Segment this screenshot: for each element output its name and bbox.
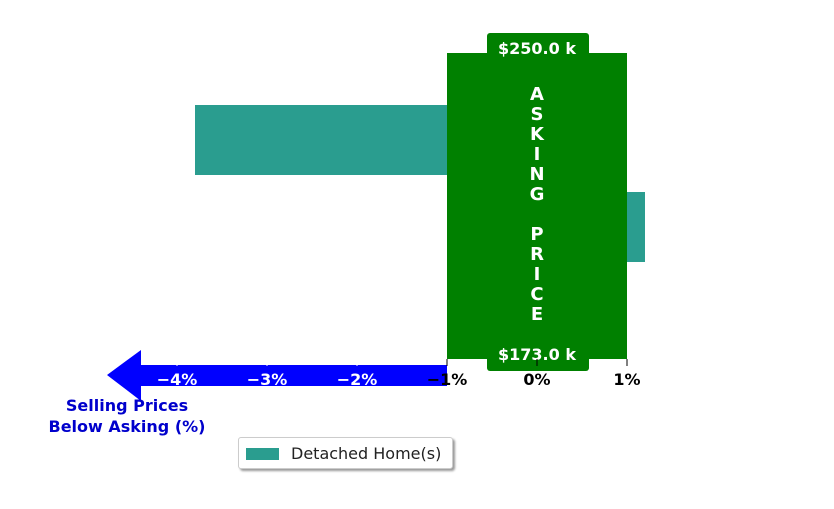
x-tick-label: 1% <box>613 370 640 389</box>
asking-band-rect <box>447 53 627 359</box>
asking-label-letter: I <box>534 144 541 165</box>
legend-swatch <box>246 448 279 460</box>
x-axis: −4% −3% −2% −1% 0% 1% <box>157 359 641 389</box>
asking-label-letter: N <box>529 164 544 185</box>
asking-label-letter: R <box>530 244 544 265</box>
asking-label-letter: E <box>531 304 543 325</box>
legend: Detached Home(s) <box>238 437 453 469</box>
arrow-shape <box>107 350 447 401</box>
bottom-price-label: $173.0 k <box>498 345 576 364</box>
x-tick-label: −2% <box>337 370 378 389</box>
asking-label-letter: G <box>530 184 545 205</box>
top-price-label: $250.0 k <box>498 39 576 58</box>
below-asking-arrow <box>107 350 447 401</box>
x-tick-label: −4% <box>157 370 198 389</box>
x-tick-label: −1% <box>427 370 468 389</box>
asking-label-letter: P <box>530 224 543 245</box>
asking-label-letter: A <box>530 84 544 105</box>
arrow-label-line-2: Below Asking (%) <box>49 417 206 436</box>
legend-label: Detached Home(s) <box>291 444 442 463</box>
arrow-label-line-1: Selling Prices <box>66 396 188 415</box>
asking-label-letter: I <box>534 264 541 285</box>
asking-label-letter: C <box>530 284 543 305</box>
top-price-box <box>487 33 589 61</box>
asking-label-letter: S <box>531 104 544 125</box>
x-tick-label: −3% <box>247 370 288 389</box>
asking-label-letter: K <box>530 124 545 145</box>
x-tick-label: 0% <box>523 370 550 389</box>
bottom-price-box <box>487 342 589 371</box>
